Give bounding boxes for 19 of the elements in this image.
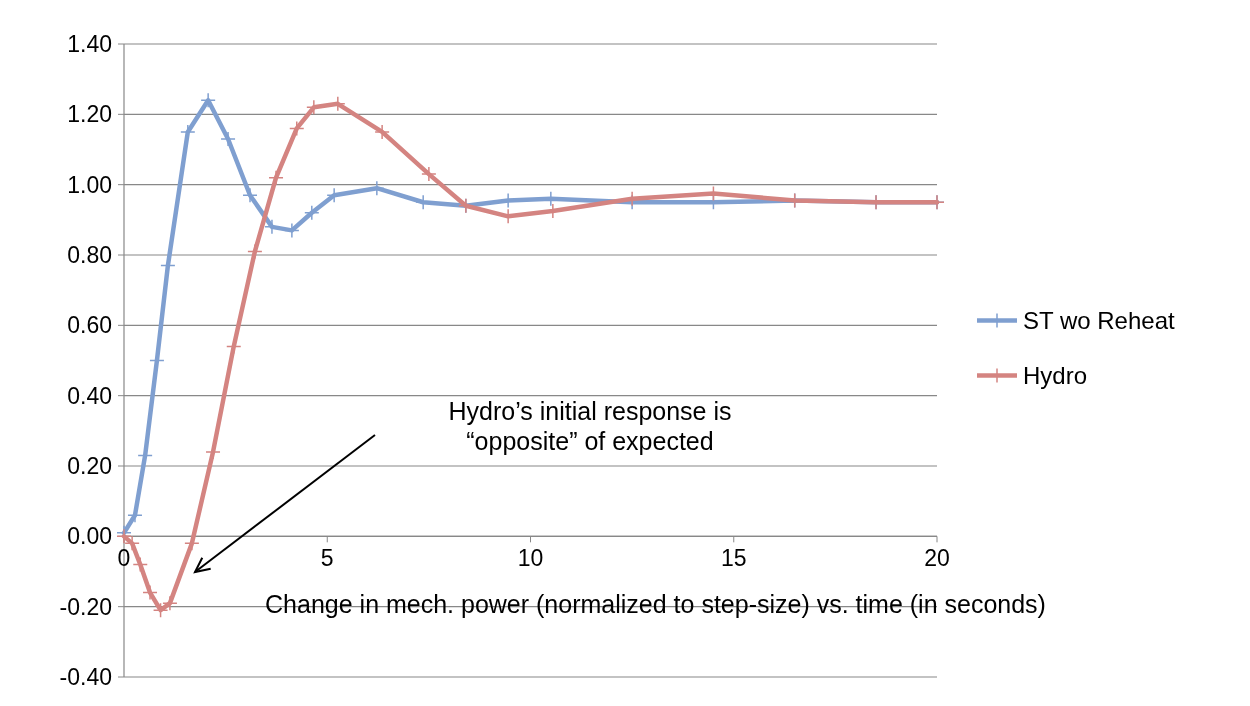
- x-tick-label: 15: [720, 545, 747, 572]
- x-tick-label: 20: [924, 545, 950, 572]
- annotation: Hydro’s initial response is “opposite” of expected: [448, 397, 732, 455]
- x-tick-label: 10: [517, 545, 544, 572]
- x-tick-label: 0: [117, 545, 131, 572]
- x-tick-label: 5: [320, 545, 334, 572]
- x-axis-title: Change in mech. power (normalized to step-size) vs. time (in seconds): [265, 590, 1046, 619]
- y-tick-label: 0.00: [67, 523, 112, 550]
- y-tick-label: 1.20: [67, 101, 112, 128]
- y-tick-label: 0.60: [67, 312, 112, 339]
- legend-label: ST wo Reheat: [1023, 306, 1175, 334]
- y-tick-label: 1.00: [67, 171, 112, 198]
- y-tick-label: 1.40: [67, 31, 112, 58]
- y-tick-label: 0.80: [67, 242, 112, 269]
- legend-label: Hydro: [1023, 361, 1088, 389]
- y-tick-label: 0.40: [67, 382, 112, 409]
- y-tick-label: -0.40: [59, 664, 112, 691]
- y-tick-label: -0.20: [59, 593, 112, 620]
- y-tick-label: 0.20: [67, 453, 112, 480]
